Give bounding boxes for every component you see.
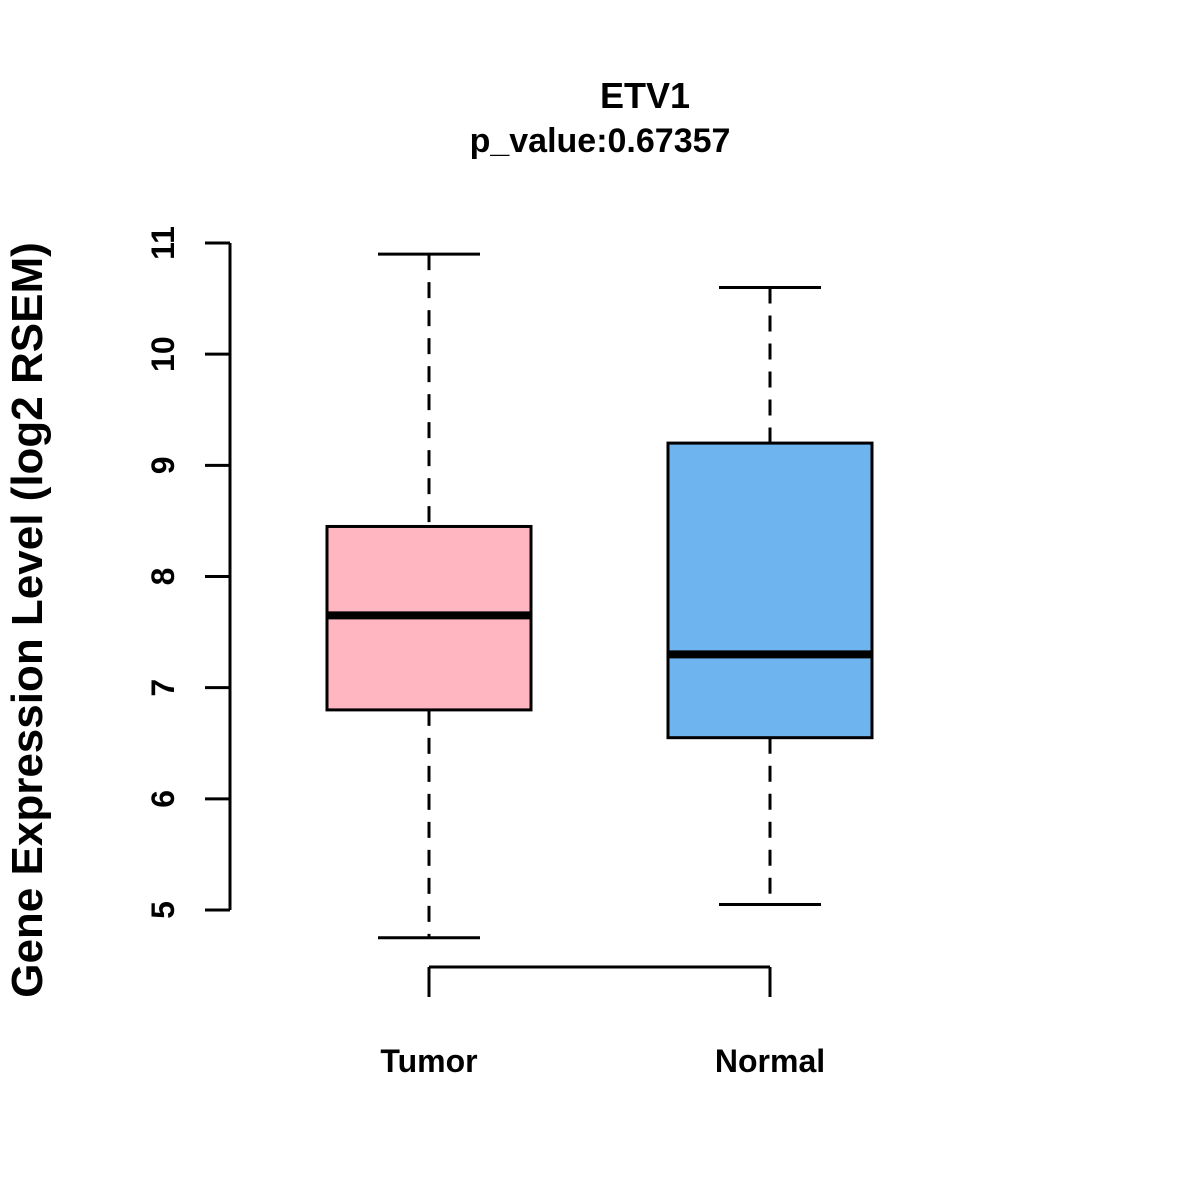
y-tick-label: 5 (145, 901, 181, 919)
y-tick-label: 6 (145, 790, 181, 808)
y-tick-label: 11 (145, 226, 181, 260)
y-tick-label: 9 (145, 456, 181, 474)
box-normal (666, 441, 874, 740)
y-tick-label: 10 (145, 336, 181, 372)
y-tick-label: 8 (145, 568, 181, 586)
chart-subtitle: p_value:0.67357 (470, 122, 731, 160)
x-tick-label-normal: Normal (715, 1043, 825, 1079)
y-axis-label: Gene Expression Level (log2 RSEM) (3, 242, 52, 998)
chart-title: ETV1 (600, 75, 690, 116)
plot-area: 5 6 7 8 9 10 11 Tumor Normal (145, 226, 874, 1079)
y-tick-label: 7 (145, 679, 181, 697)
x-tick-label-tumor: Tumor (380, 1043, 477, 1079)
